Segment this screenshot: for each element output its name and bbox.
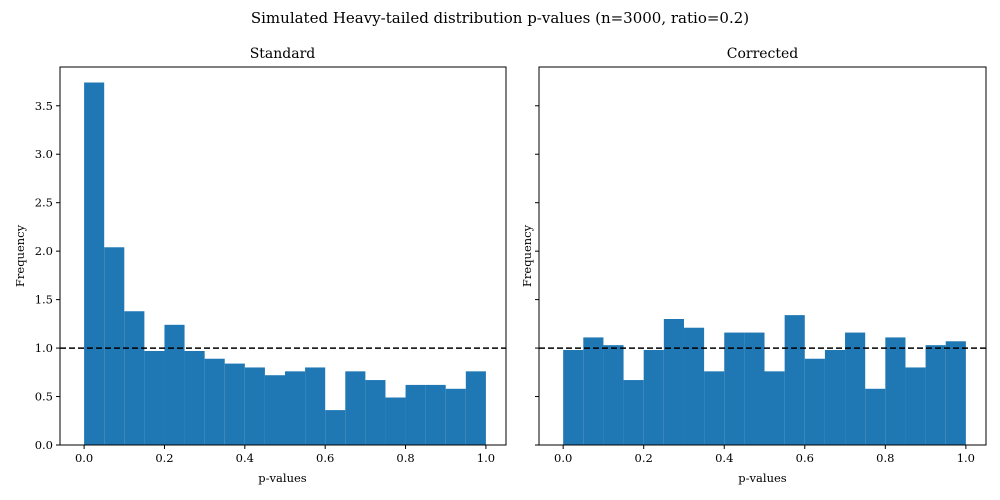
y-axis-label: Frequency xyxy=(520,224,534,287)
histogram-bar xyxy=(804,358,825,445)
histogram-bar xyxy=(704,371,725,445)
histogram-bar xyxy=(683,327,705,445)
histogram-bar xyxy=(724,332,745,445)
histogram-bar xyxy=(905,367,926,445)
histogram-bar xyxy=(264,375,286,445)
histogram-bar xyxy=(164,324,185,445)
x-tick-label: 0.4 xyxy=(236,451,254,465)
panel-title: Corrected xyxy=(727,46,799,62)
x-tick-label: 0.2 xyxy=(155,451,173,465)
histogram-bar xyxy=(744,332,765,445)
histogram-bar xyxy=(425,384,446,445)
y-tick-label: 3.0 xyxy=(35,147,53,161)
x-tick-label: 0.2 xyxy=(635,451,653,465)
histogram-bar xyxy=(925,345,946,445)
y-tick-label: 1.5 xyxy=(35,293,53,307)
figure-suptitle: Simulated Heavy-tailed distribution p-va… xyxy=(251,9,749,27)
axes-frame xyxy=(59,66,507,446)
panel-corrected: Corrected p-values Frequency 0.0 0.2 0.4 0.… xyxy=(520,46,987,485)
histogram-bar xyxy=(365,380,386,445)
y-tick-label: 1.0 xyxy=(35,341,53,355)
x-tick-label: 0.0 xyxy=(554,451,572,465)
histogram-bar xyxy=(865,388,886,445)
histogram-bar xyxy=(325,410,346,445)
histogram-bar xyxy=(583,337,604,445)
histogram-bar xyxy=(244,367,265,445)
histogram-bar xyxy=(144,350,165,445)
histogram-bar xyxy=(385,397,406,445)
x-axis-label: p-values xyxy=(738,471,786,485)
histogram-bar xyxy=(224,363,245,445)
histogram-bar xyxy=(305,367,326,445)
histogram-bar xyxy=(345,371,366,445)
histogram-bar xyxy=(445,388,466,445)
histogram-bar xyxy=(623,380,644,445)
histogram-bar xyxy=(663,319,684,445)
histogram-bar xyxy=(285,371,306,445)
histogram-bar xyxy=(885,337,906,445)
histogram-bar xyxy=(824,350,846,445)
histogram-bar xyxy=(465,371,486,445)
histogram-bar xyxy=(945,341,966,445)
axes-frame xyxy=(538,66,987,446)
x-axis-label: p-values xyxy=(258,471,306,485)
x-tick-label: 1.0 xyxy=(957,451,975,465)
panel-title: Standard xyxy=(250,46,316,62)
y-axis-label: Frequency xyxy=(13,224,27,287)
x-tick-label: 0.8 xyxy=(876,451,894,465)
x-tick-label: 0.6 xyxy=(316,451,334,465)
x-tick-label: 0.8 xyxy=(396,451,414,465)
histogram-bar xyxy=(184,350,205,445)
histogram-bar xyxy=(563,350,584,445)
histogram-bar xyxy=(204,358,225,445)
histogram-bar xyxy=(845,332,866,445)
panel-standard: Standard p-values Frequency 0.0 0.2 0.4 0.6… xyxy=(13,46,507,485)
histogram-bar xyxy=(764,371,785,445)
y-tick-label: 2.5 xyxy=(35,196,53,210)
histogram-bar xyxy=(124,311,145,445)
y-tick-label: 0.0 xyxy=(35,438,53,452)
x-tick-label: 0.0 xyxy=(75,451,93,465)
y-tick-label: 0.5 xyxy=(35,390,53,404)
histogram-bar xyxy=(784,315,805,445)
y-tick-label: 2.0 xyxy=(35,244,53,258)
histogram-bar xyxy=(405,384,426,445)
x-tick-label: 0.6 xyxy=(796,451,814,465)
x-tick-label: 1.0 xyxy=(477,451,495,465)
x-tick-label: 0.4 xyxy=(715,451,733,465)
histogram-bar xyxy=(603,345,624,445)
histogram-bar xyxy=(84,82,105,445)
histogram-bar xyxy=(104,247,125,445)
histogram-bar xyxy=(643,350,664,445)
y-tick-label: 3.5 xyxy=(35,99,53,113)
